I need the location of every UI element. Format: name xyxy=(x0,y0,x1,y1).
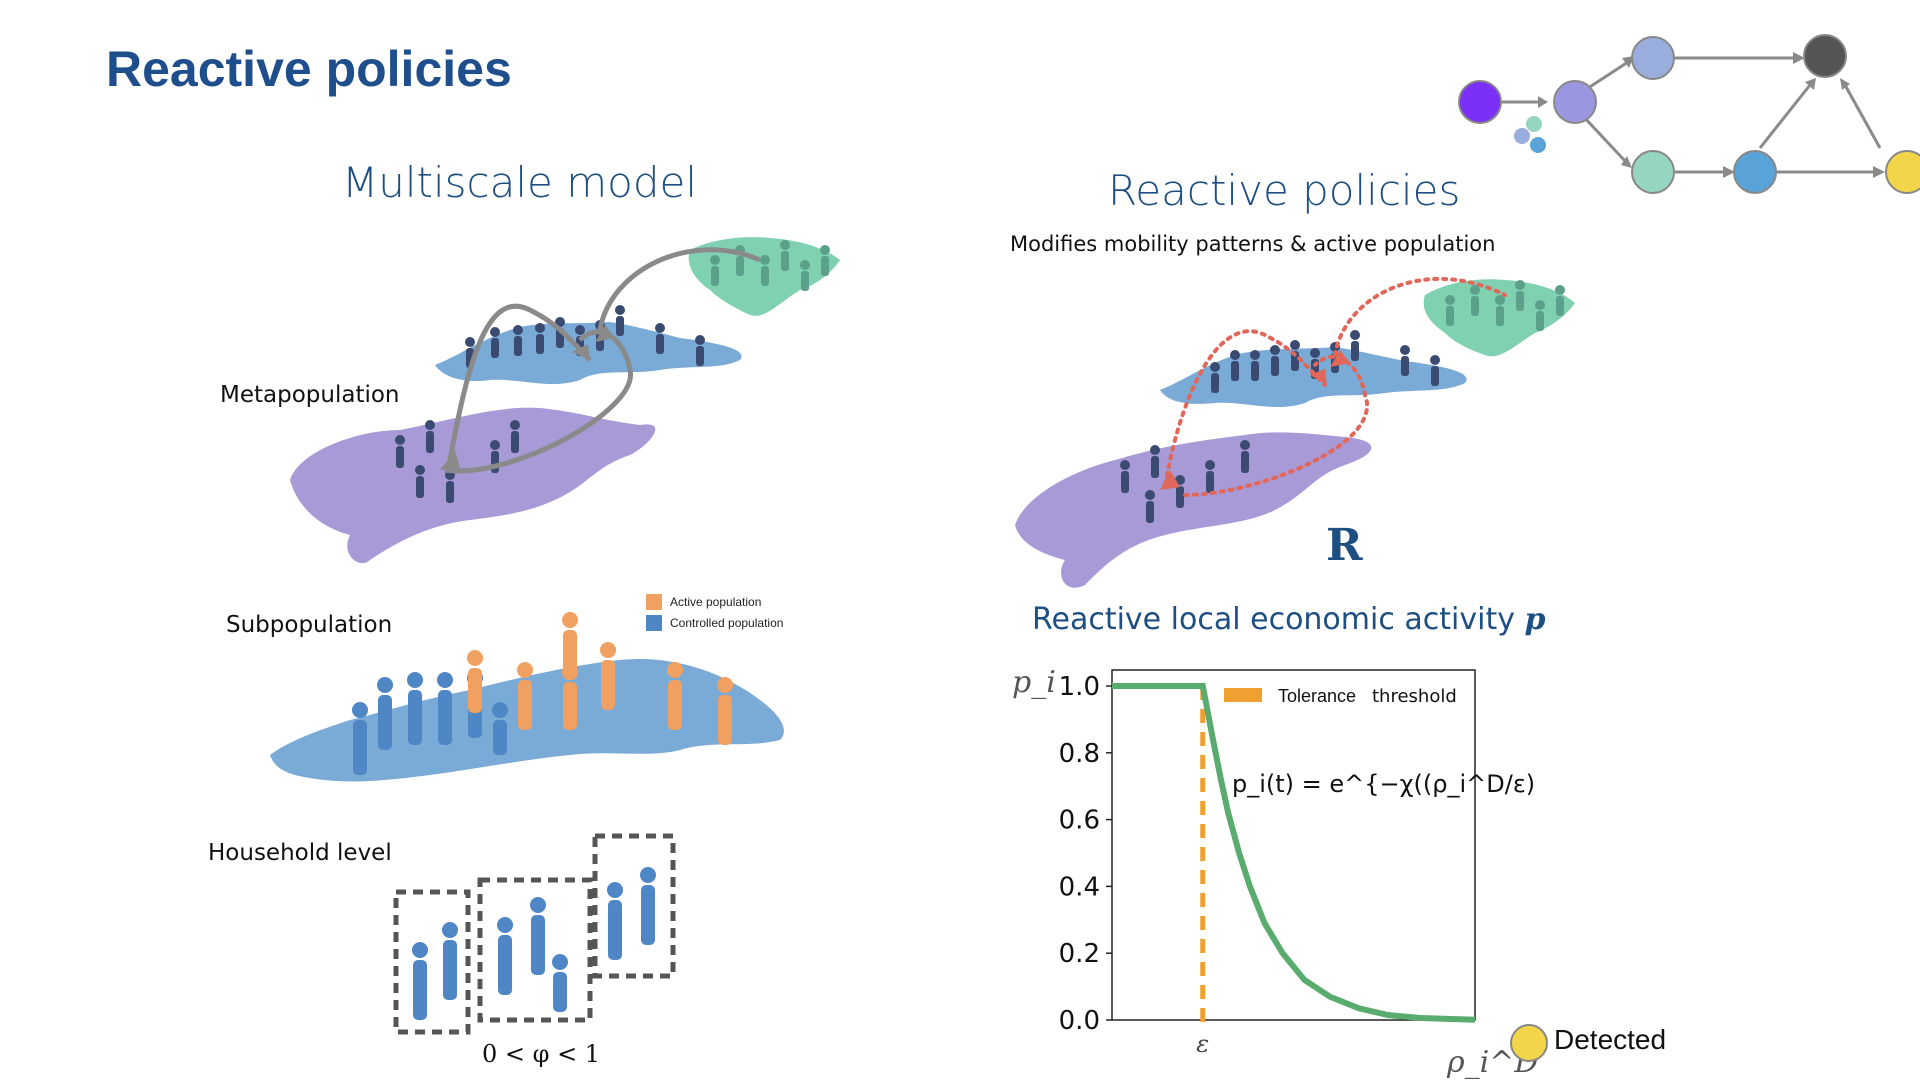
network-dot-light-blue xyxy=(1514,128,1530,144)
household-diagram xyxy=(393,833,676,1035)
x-ticks: ε xyxy=(1196,1030,1209,1058)
phi-range-label: 0 < φ < 1 xyxy=(482,1040,601,1068)
household-people xyxy=(412,867,656,1020)
network-node-lavender xyxy=(1553,80,1597,124)
network-node-gray xyxy=(1803,34,1847,78)
reactive-policies-title: Reactive policies xyxy=(1108,166,1461,215)
reactive-people-green xyxy=(1445,280,1565,331)
legend-tolerance-text: Tolerance xyxy=(1278,686,1356,706)
formula: p_i(t) = e^{−χ((ρ_i^D/ε) − 1)} xyxy=(1232,770,1540,798)
y-tick-label: 1.0 xyxy=(1059,672,1100,702)
legend-active-label: Active population xyxy=(670,595,762,609)
x-tick-label-epsilon: ε xyxy=(1196,1030,1209,1058)
network-node-light-blue xyxy=(1631,36,1675,80)
network-node-blue xyxy=(1733,150,1777,194)
network-node-purple xyxy=(1458,80,1502,124)
activity-curve xyxy=(1112,683,1476,1023)
subpopulation-diagram xyxy=(270,612,784,782)
legend-swatch-active xyxy=(646,594,662,610)
active-people xyxy=(467,612,733,745)
household-box-1 xyxy=(393,889,471,1035)
network-diagram xyxy=(1458,34,1920,194)
reactive-people-purple xyxy=(1120,440,1250,523)
metapopulation-people-green xyxy=(710,240,830,291)
y-tick-label: 0.8 xyxy=(1059,739,1100,769)
multiscale-model-title: Multiscale model xyxy=(342,158,698,207)
page-title: Reactive policies xyxy=(106,41,512,97)
household-box-3 xyxy=(592,833,676,979)
legend-threshold-swatch xyxy=(1224,688,1262,702)
network-node-yellow xyxy=(1885,150,1920,194)
purple-region xyxy=(290,407,656,564)
economic-activity-text: Reactive local economic activity xyxy=(1032,602,1515,637)
network-node-mint xyxy=(1631,150,1675,194)
y-tick-label: 0.6 xyxy=(1059,806,1100,836)
economic-activity-title: Reactive local economic activity p xyxy=(1032,602,1546,637)
economic-activity-symbol: p xyxy=(1524,602,1546,637)
metapopulation-label: Metapopulation xyxy=(220,382,400,408)
y-tick-label: 0.4 xyxy=(1059,872,1100,902)
plot-area xyxy=(1111,669,1476,1021)
subpopulation-label: Subpopulation xyxy=(226,612,393,638)
reactive-policies-subtitle: Modifies mobility patterns & active popu… xyxy=(1010,232,1496,256)
y-tick-label: 0.2 xyxy=(1059,939,1100,969)
legend-swatch-controlled xyxy=(646,615,662,631)
metapopulation-diagram xyxy=(290,237,840,564)
detected-dot-icon xyxy=(1510,1024,1548,1062)
household-label: Household level xyxy=(208,840,392,866)
y-ticks: 0.0 0.2 0.4 0.6 0.8 1.0 xyxy=(1059,672,1112,1036)
r-label: R xyxy=(1326,520,1363,571)
y-axis-label-p: p_i xyxy=(1012,665,1056,700)
network-dot-mint xyxy=(1526,116,1542,132)
activity-chart: p_i ρ_i^D 0.00.20.40.60.81.0 ε Tolerance… xyxy=(1012,665,1540,1080)
legend-controlled-label: Controlled population xyxy=(670,616,784,630)
reactive-metapopulation-diagram xyxy=(1015,277,1575,588)
network-dot-blue xyxy=(1530,137,1546,153)
reactive-purple-region xyxy=(1015,432,1372,588)
legend-threshold-text: threshold xyxy=(1372,686,1457,707)
y-tick-label: 0.0 xyxy=(1059,1006,1100,1036)
metapopulation-people-purple xyxy=(395,420,520,503)
household-box-2 xyxy=(477,877,593,1023)
detected-label: Detected xyxy=(1554,1024,1667,1055)
